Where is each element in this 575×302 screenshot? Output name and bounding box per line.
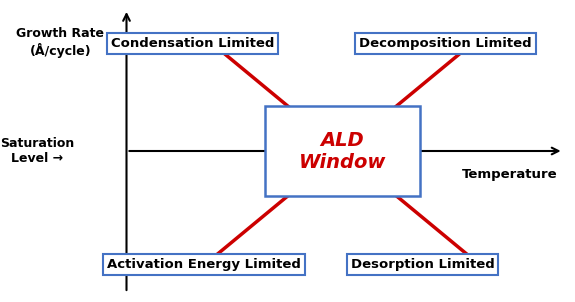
Text: ALD
Window: ALD Window <box>298 130 386 172</box>
Text: Growth Rate
(Å/cycle): Growth Rate (Å/cycle) <box>16 27 105 58</box>
Text: Desorption Limited: Desorption Limited <box>351 258 494 271</box>
Text: Condensation Limited: Condensation Limited <box>111 37 274 50</box>
Text: Temperature: Temperature <box>462 168 558 181</box>
FancyBboxPatch shape <box>264 106 420 196</box>
Text: Activation Energy Limited: Activation Energy Limited <box>107 258 301 271</box>
Text: Decomposition Limited: Decomposition Limited <box>359 37 532 50</box>
Text: Saturation
Level →: Saturation Level → <box>0 137 75 165</box>
